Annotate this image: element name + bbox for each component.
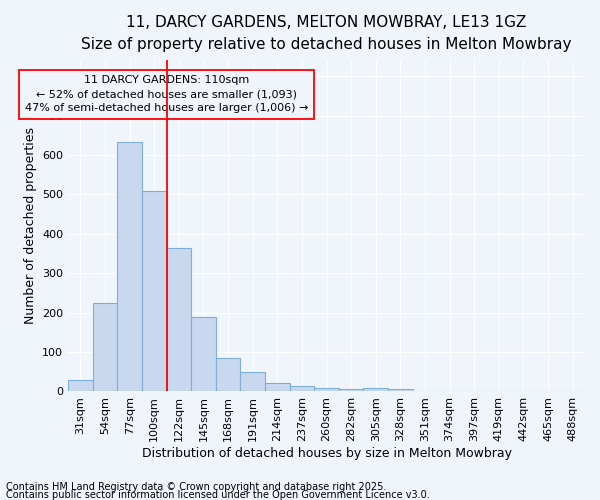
Text: 11 DARCY GARDENS: 110sqm
← 52% of detached houses are smaller (1,093)
47% of sem: 11 DARCY GARDENS: 110sqm ← 52% of detach…: [25, 75, 308, 113]
Bar: [118, 142, 142, 392]
Bar: [167, 248, 191, 392]
Bar: [241, 372, 265, 392]
Title: 11, DARCY GARDENS, MELTON MOWBRAY, LE13 1GZ
Size of property relative to detache: 11, DARCY GARDENS, MELTON MOWBRAY, LE13 …: [82, 15, 572, 52]
Y-axis label: Number of detached properties: Number of detached properties: [23, 128, 37, 324]
Bar: [364, 388, 388, 392]
Bar: [413, 390, 437, 392]
Bar: [191, 316, 216, 392]
Bar: [314, 388, 339, 392]
Text: Contains public sector information licensed under the Open Government Licence v3: Contains public sector information licen…: [6, 490, 430, 500]
Bar: [265, 383, 290, 392]
Bar: [339, 390, 364, 392]
Bar: [290, 386, 314, 392]
Bar: [93, 303, 118, 392]
Bar: [388, 390, 413, 392]
Bar: [68, 380, 93, 392]
Bar: [216, 358, 241, 392]
Bar: [142, 191, 167, 392]
X-axis label: Distribution of detached houses by size in Melton Mowbray: Distribution of detached houses by size …: [142, 447, 512, 460]
Text: Contains HM Land Registry data © Crown copyright and database right 2025.: Contains HM Land Registry data © Crown c…: [6, 482, 386, 492]
